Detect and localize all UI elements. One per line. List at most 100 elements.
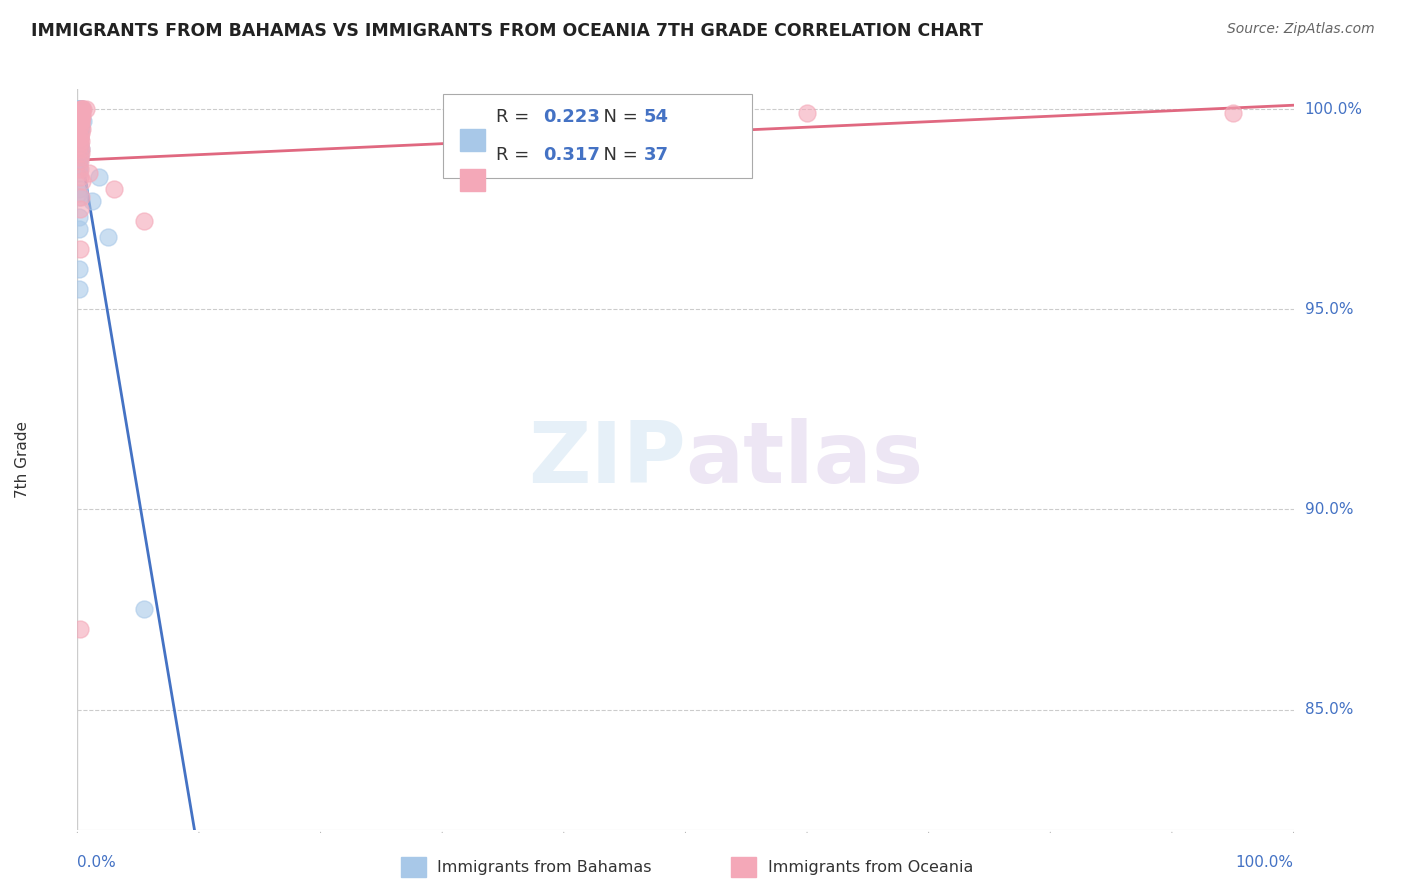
Point xyxy=(70,122,93,136)
Point xyxy=(69,106,91,120)
Point xyxy=(69,150,91,164)
Point xyxy=(69,146,91,161)
Text: 0.223: 0.223 xyxy=(543,109,599,127)
Point xyxy=(67,142,90,156)
Point xyxy=(69,118,91,132)
Point xyxy=(67,222,90,236)
Point xyxy=(72,114,94,128)
Point xyxy=(67,126,90,140)
Point xyxy=(67,114,90,128)
Text: R =: R = xyxy=(496,109,536,127)
Point xyxy=(67,166,90,180)
Point xyxy=(69,623,91,637)
Point xyxy=(70,122,93,136)
Point xyxy=(70,114,93,128)
Point xyxy=(67,126,90,140)
Point xyxy=(67,211,90,225)
Point xyxy=(70,106,93,120)
Text: 85.0%: 85.0% xyxy=(1305,702,1353,717)
Point xyxy=(70,110,93,124)
Point xyxy=(69,202,91,217)
Text: N =: N = xyxy=(592,145,644,163)
Text: Immigrants from Bahamas: Immigrants from Bahamas xyxy=(437,860,652,874)
Point xyxy=(67,138,90,153)
Point xyxy=(70,102,93,116)
Point xyxy=(70,102,93,116)
Point xyxy=(70,106,93,120)
Point xyxy=(67,122,90,136)
Point xyxy=(70,102,93,116)
Point xyxy=(69,154,91,169)
Point xyxy=(69,102,91,116)
Point xyxy=(67,186,90,201)
Point xyxy=(67,262,90,277)
Point xyxy=(134,602,156,616)
Point xyxy=(70,102,93,116)
Text: R =: R = xyxy=(496,145,536,163)
Point xyxy=(70,126,93,140)
Point xyxy=(75,102,97,116)
Point xyxy=(69,114,91,128)
Point xyxy=(72,102,94,116)
Text: atlas: atlas xyxy=(686,417,924,501)
Point xyxy=(67,162,90,177)
Point xyxy=(67,102,90,116)
Point xyxy=(69,102,91,116)
Point xyxy=(67,190,90,204)
Point xyxy=(67,102,90,116)
Point xyxy=(67,114,90,128)
Point xyxy=(134,214,156,228)
Text: 100.0%: 100.0% xyxy=(1305,102,1362,117)
Point xyxy=(67,110,90,124)
Text: 37: 37 xyxy=(644,145,669,163)
Point xyxy=(67,158,90,172)
Point xyxy=(69,170,91,185)
Point xyxy=(69,134,91,148)
Text: 7th Grade: 7th Grade xyxy=(15,421,30,498)
Point xyxy=(69,106,91,120)
Point xyxy=(67,146,90,161)
Text: 54: 54 xyxy=(644,109,669,127)
Point xyxy=(69,242,91,256)
Point xyxy=(69,122,91,136)
Point xyxy=(69,114,91,128)
Point xyxy=(1222,106,1244,120)
Text: Immigrants from Oceania: Immigrants from Oceania xyxy=(768,860,973,874)
Point xyxy=(67,182,90,196)
Point xyxy=(67,102,90,116)
Point xyxy=(97,230,120,244)
Text: Source: ZipAtlas.com: Source: ZipAtlas.com xyxy=(1227,22,1375,37)
Point xyxy=(70,134,93,148)
Text: 0.0%: 0.0% xyxy=(77,855,117,870)
Point xyxy=(70,146,93,161)
Point xyxy=(69,118,91,132)
Text: 90.0%: 90.0% xyxy=(1305,502,1353,516)
Text: ZIP: ZIP xyxy=(527,417,686,501)
Point xyxy=(70,102,93,116)
Point xyxy=(89,170,111,185)
Point xyxy=(69,150,91,164)
Text: 100.0%: 100.0% xyxy=(1236,855,1294,870)
Point xyxy=(69,130,91,145)
Point xyxy=(70,142,93,156)
Point xyxy=(69,138,91,153)
Point xyxy=(70,142,93,156)
Point xyxy=(70,114,93,128)
Point xyxy=(69,110,91,124)
Point xyxy=(67,134,90,148)
Point xyxy=(79,166,101,180)
Point xyxy=(796,106,818,120)
Point xyxy=(67,130,90,145)
Point xyxy=(67,150,90,164)
Point xyxy=(103,182,125,196)
Text: 0.317: 0.317 xyxy=(543,145,599,163)
Point xyxy=(67,134,90,148)
Point xyxy=(69,138,91,153)
Point xyxy=(70,118,93,132)
Point xyxy=(69,130,91,145)
Point xyxy=(67,118,90,132)
Point xyxy=(67,122,90,136)
Point xyxy=(69,130,91,145)
Point xyxy=(67,102,90,116)
Text: N =: N = xyxy=(592,109,644,127)
